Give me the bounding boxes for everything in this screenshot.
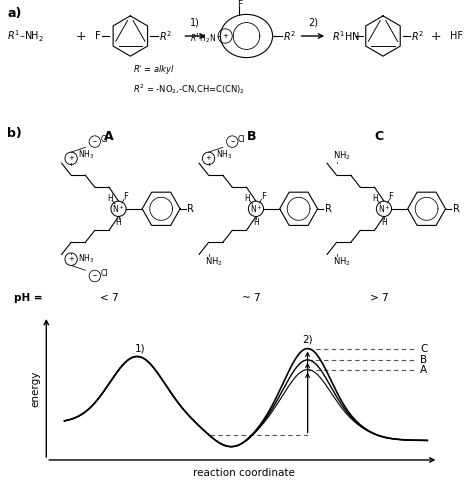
Text: R: R	[453, 204, 460, 214]
Text: $\mathit{R}^2$: $\mathit{R}^2$	[283, 29, 297, 43]
Text: A: A	[104, 130, 114, 143]
Text: –: –	[93, 272, 97, 280]
Text: +: +	[68, 156, 74, 161]
Text: Cl: Cl	[238, 135, 246, 144]
Text: b): b)	[7, 127, 22, 140]
Text: H: H	[116, 218, 121, 227]
Text: NH$_3$: NH$_3$	[78, 149, 94, 161]
Text: Cl: Cl	[100, 135, 108, 144]
Text: B: B	[420, 355, 427, 365]
Text: N$^+$: N$^+$	[112, 203, 125, 215]
Text: H: H	[253, 218, 259, 227]
Text: pH =: pH =	[14, 293, 43, 302]
Text: $\mathit{R}^1$H$_2$N: $\mathit{R}^1$H$_2$N	[190, 32, 216, 45]
Text: HF: HF	[450, 31, 463, 41]
Text: –: –	[230, 137, 234, 146]
X-axis label: reaction coordinate: reaction coordinate	[193, 468, 295, 479]
Text: C: C	[420, 344, 428, 354]
Text: ~ 7: ~ 7	[242, 293, 261, 302]
Text: $\mathit{R}^2$: $\mathit{R}^2$	[411, 29, 424, 43]
Text: Cl: Cl	[100, 269, 108, 278]
Text: +: +	[206, 156, 211, 161]
Y-axis label: energy: energy	[30, 371, 40, 407]
Text: F: F	[389, 192, 393, 201]
Text: F: F	[237, 0, 242, 9]
Text: C: C	[374, 130, 384, 143]
Text: H: H	[373, 194, 378, 203]
Text: +: +	[222, 33, 228, 39]
Text: $\mathit{R}$' = alkyl: $\mathit{R}$' = alkyl	[133, 63, 175, 76]
Text: H: H	[245, 194, 250, 203]
Text: H: H	[107, 194, 113, 203]
Text: a): a)	[7, 7, 21, 20]
Text: $\mathit{R}^2$: $\mathit{R}^2$	[159, 29, 172, 43]
Text: H: H	[381, 218, 387, 227]
Text: 2): 2)	[302, 335, 313, 345]
Text: F: F	[261, 192, 265, 201]
Text: 1): 1)	[135, 343, 146, 353]
Text: NH$_3$: NH$_3$	[78, 253, 94, 265]
Text: N$^+$: N$^+$	[249, 203, 263, 215]
Text: $\mathit{R}^1$HN: $\mathit{R}^1$HN	[332, 29, 360, 43]
Text: N$^+$: N$^+$	[377, 203, 391, 215]
Text: +: +	[431, 29, 441, 43]
Text: R: R	[187, 204, 194, 214]
Text: A: A	[420, 365, 427, 374]
Text: 2): 2)	[308, 18, 318, 28]
Text: NH$_2$: NH$_2$	[204, 255, 222, 268]
Text: 1): 1)	[191, 18, 200, 28]
Text: NH$_2$: NH$_2$	[332, 255, 350, 268]
Text: F: F	[123, 192, 128, 201]
Text: $\mathit{R}^2$ = -NO$_2$,-CN,CH=C(CN)$_2$: $\mathit{R}^2$ = -NO$_2$,-CN,CH=C(CN)$_2…	[133, 82, 245, 96]
Text: +: +	[75, 29, 86, 43]
Text: –: –	[93, 137, 97, 146]
Text: B: B	[246, 130, 256, 143]
Text: $\mathit{R}^1$–NH$_2$: $\mathit{R}^1$–NH$_2$	[7, 28, 44, 44]
Text: F: F	[95, 31, 100, 41]
Text: NH$_2$: NH$_2$	[332, 150, 350, 162]
Text: +: +	[68, 256, 74, 262]
Text: < 7: < 7	[100, 293, 118, 302]
Text: NH$_3$: NH$_3$	[216, 149, 232, 161]
Text: R: R	[325, 204, 332, 214]
Text: > 7: > 7	[370, 293, 389, 302]
